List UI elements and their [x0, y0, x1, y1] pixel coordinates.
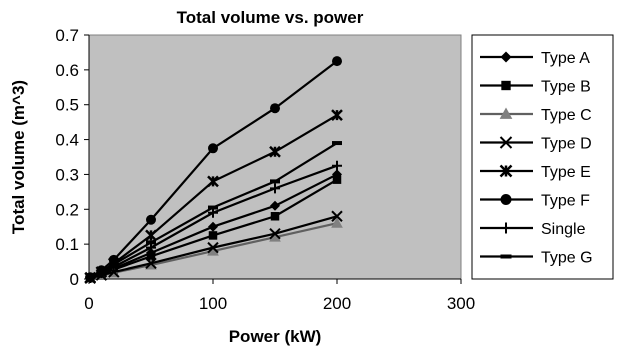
- x-axis: 0 100 200 300: [84, 278, 475, 313]
- y-axis-label: Total volume (m^3): [9, 80, 28, 234]
- data-point-type-f: [332, 56, 342, 67]
- data-point-type-b: [270, 212, 280, 221]
- legend-marker-type-e: [499, 164, 513, 178]
- data-point-type-g: [208, 205, 218, 210]
- data-point-type-f: [270, 103, 280, 114]
- legend-marker-type-g: [500, 254, 512, 259]
- x-tick-label: 200: [323, 294, 351, 313]
- legend-marker-type-d: [499, 136, 513, 149]
- data-point-single: [332, 160, 342, 171]
- y-tick-label: 0.3: [55, 165, 79, 184]
- data-point-type-e: [207, 175, 219, 188]
- y-axis: 0 0.1 0.2 0.3 0.4 0.5 0.6 0.7: [55, 26, 90, 289]
- legend-item-type-c: Type C: [480, 107, 592, 124]
- legend-label: Type G: [541, 250, 593, 267]
- data-point-type-e: [331, 109, 343, 122]
- legend-label: Type C: [541, 107, 592, 124]
- data-point-type-f: [146, 214, 156, 225]
- series-layer: [84, 56, 343, 285]
- data-point-type-f: [208, 143, 218, 154]
- legend-marker-single: [500, 222, 512, 234]
- data-point-type-b: [332, 175, 342, 184]
- data-point-type-e: [145, 229, 157, 242]
- data-point-type-g: [332, 141, 342, 146]
- legend-item-type-g: Type G: [480, 250, 593, 267]
- data-point-type-b: [208, 231, 218, 240]
- legend-item-type-b: Type B: [480, 79, 591, 96]
- y-tick-label: 0.5: [55, 96, 79, 115]
- y-tick-label: 0.7: [55, 26, 79, 45]
- x-axis-label: Power (kW): [229, 327, 322, 346]
- legend-label: Type A: [541, 50, 590, 67]
- data-point-single: [270, 183, 280, 194]
- legend-item-type-a: Type A: [480, 50, 590, 67]
- legend-item-single: Single: [480, 221, 586, 238]
- y-tick-label: 0.4: [55, 131, 79, 150]
- legend-marker-type-c: [499, 107, 513, 119]
- plot-area: [88, 34, 462, 280]
- data-point-type-e: [269, 145, 281, 158]
- legend-item-type-d: Type D: [480, 136, 592, 153]
- legend-label: Type D: [541, 136, 592, 153]
- legend-marker-type-a: [500, 51, 512, 63]
- legend-marker-type-b: [501, 80, 511, 91]
- legend-box: [471, 34, 614, 280]
- data-point-type-d: [207, 241, 219, 254]
- legend-item-type-f: Type F: [480, 193, 590, 210]
- legend-label: Type B: [541, 79, 591, 96]
- y-tick-label: 0: [70, 270, 79, 289]
- data-point-type-g: [270, 179, 280, 184]
- legend: Type A Type B Type C Type D Type E Type F Sing…: [471, 34, 614, 280]
- chart-title: Total volume vs. power: [177, 8, 364, 27]
- data-point-type-c: [331, 217, 343, 228]
- data-point-type-d: [269, 227, 281, 240]
- y-tick-label: 0.6: [55, 61, 79, 80]
- data-point-type-g: [96, 270, 107, 275]
- legend-label: Type F: [541, 193, 590, 210]
- legend-marker-type-f: [500, 194, 512, 205]
- x-tick-label: 0: [84, 294, 93, 313]
- x-tick-label: 100: [199, 294, 227, 313]
- data-point-type-g: [146, 240, 156, 245]
- data-point-type-b: [146, 252, 156, 261]
- data-point-type-a: [270, 200, 280, 211]
- y-tick-label: 0.2: [55, 200, 79, 219]
- data-point-type-a: [208, 221, 218, 232]
- data-point-type-g: [108, 262, 119, 267]
- data-point-type-d: [331, 210, 343, 222]
- legend-label: Type E: [541, 164, 591, 181]
- legend-label: Single: [541, 221, 586, 238]
- data-point-type-g: [85, 275, 96, 280]
- x-tick-label: 300: [447, 294, 475, 313]
- y-tick-label: 0.1: [55, 235, 79, 254]
- data-point-type-d: [145, 257, 157, 270]
- legend-item-type-e: Type E: [480, 164, 591, 181]
- series-type-g: [85, 141, 342, 280]
